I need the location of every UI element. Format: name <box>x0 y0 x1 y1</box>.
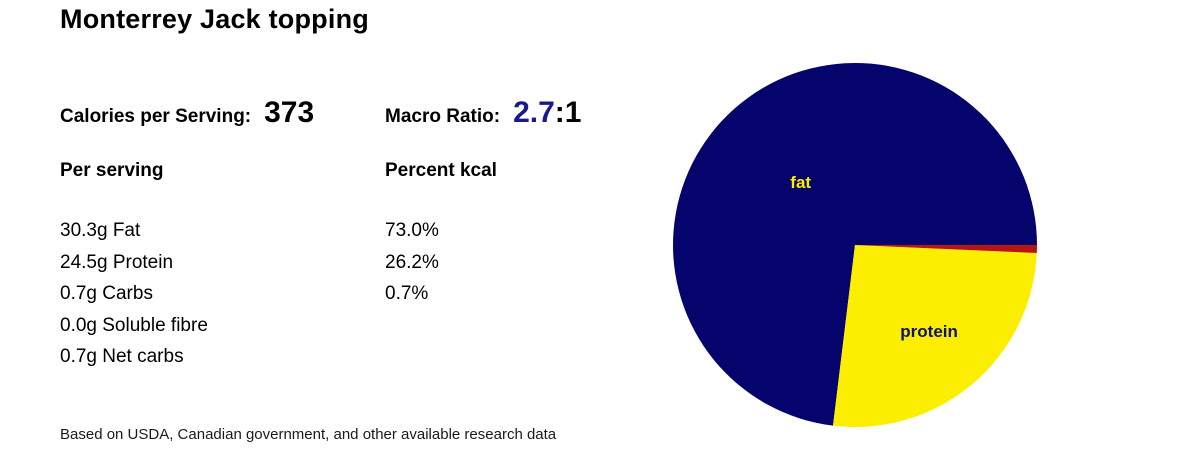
calories-label: Calories per Serving: <box>60 106 252 127</box>
calories-value: 373 <box>264 96 315 129</box>
net-carbs-amount: 0.7g Net carbs <box>60 346 184 367</box>
protein-percent: 26.2% <box>385 251 439 273</box>
calories-stat: Calories per Serving: 373 <box>60 96 314 130</box>
macro-ratio-label: Macro Ratio: <box>385 106 501 127</box>
page-title: Monterrey Jack topping <box>60 4 369 34</box>
pie-slice-fat <box>673 63 1037 426</box>
carbs-amount: 0.7g Carbs <box>60 283 153 304</box>
stats-row: Calories per Serving: 373 Macro Ratio: 2… <box>0 96 660 136</box>
soluble-fibre-amount: 0.0g Soluble fibre <box>60 314 208 336</box>
percent-kcal-header: Percent kcal <box>385 160 497 181</box>
pie-label-protein: protein <box>900 322 958 341</box>
table-row: 0.7g Carbs 0.7% <box>0 283 660 315</box>
macro-ratio-stat: Macro Ratio: 2.7:1 <box>385 96 581 130</box>
fat-percent: 73.0% <box>385 220 439 241</box>
protein-amount: 24.5g Protein <box>60 251 174 273</box>
table-header-row: Per serving Percent kcal <box>0 160 660 184</box>
macro-ratio-suffix: :1 <box>554 96 582 129</box>
table-row: 30.3g Fat 73.0% <box>0 220 660 252</box>
source-note: Based on USDA, Canadian government, and … <box>60 426 557 443</box>
macro-table: 30.3g Fat 73.0% 24.5g Protein 26.2% 0.7g… <box>0 220 660 378</box>
pie-slice-carbs <box>855 245 1037 254</box>
table-row: 0.7g Net carbs <box>0 346 660 378</box>
pie-slice-protein <box>833 245 1037 428</box>
table-row: 24.5g Protein 26.2% <box>0 252 660 284</box>
macro-ratio-number: 2.7 <box>513 96 555 129</box>
pie-label-fat: fat <box>790 173 811 192</box>
macro-ratio-value: 2.7:1 <box>513 96 581 130</box>
table-row: 0.0g Soluble fibre <box>0 315 660 347</box>
per-serving-header: Per serving <box>60 160 164 181</box>
fat-amount: 30.3g Fat <box>60 220 141 241</box>
carbs-percent: 0.7% <box>385 283 429 304</box>
